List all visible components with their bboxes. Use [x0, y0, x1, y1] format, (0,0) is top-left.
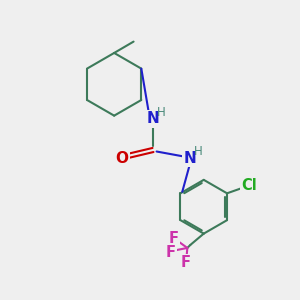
Text: H: H	[157, 106, 166, 118]
Text: O: O	[115, 151, 128, 166]
Text: F: F	[166, 245, 176, 260]
Text: N: N	[184, 151, 197, 166]
Text: N: N	[147, 111, 159, 126]
Text: Cl: Cl	[242, 178, 257, 193]
Text: F: F	[169, 231, 179, 246]
Text: H: H	[194, 145, 203, 158]
Text: F: F	[181, 255, 191, 270]
